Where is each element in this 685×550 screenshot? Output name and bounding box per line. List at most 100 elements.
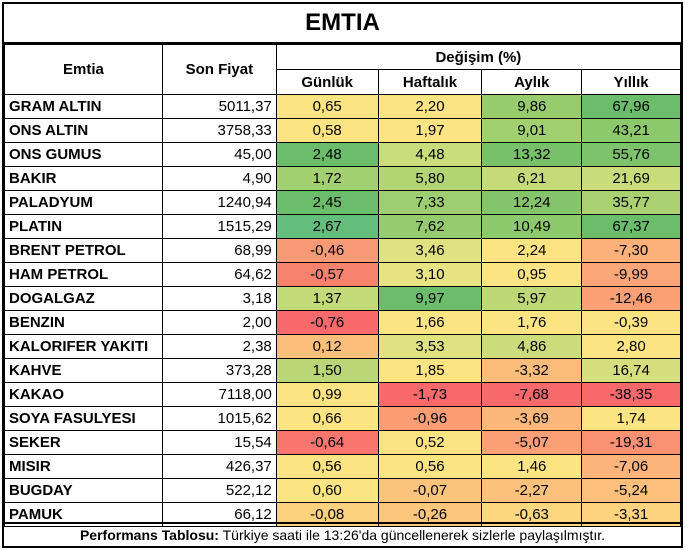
monthly-change: 2,24 xyxy=(481,238,583,263)
table-row: KALORIFER YAKITI 2,38 0,12 3,53 4,86 2,80 xyxy=(4,334,681,359)
column-header-degisim: Değişim (%) xyxy=(275,44,682,70)
footer-text: Türkiye saati ile 13:26'da güncellenerek… xyxy=(218,527,606,543)
weekly-change: 3,53 xyxy=(377,334,483,359)
last-price: 4,90 xyxy=(161,166,277,191)
daily-change: 0,99 xyxy=(275,382,379,407)
weekly-change: 3,46 xyxy=(377,238,483,263)
yearly-change: 67,96 xyxy=(581,94,681,119)
table-row: SEKER 15,54 -0,64 0,52 -5,07 -19,31 xyxy=(4,430,681,455)
table-row: BRENT PETROL 68,99 -0,46 3,46 2,24 -7,30 xyxy=(4,238,681,263)
weekly-change: 1,66 xyxy=(377,310,483,335)
last-price: 1240,94 xyxy=(161,190,277,215)
yearly-change: 16,74 xyxy=(581,358,681,383)
daily-change: 0,65 xyxy=(275,94,379,119)
table-body: GRAM ALTIN 5011,37 0,65 2,20 9,86 67,96 ONS AL… xyxy=(4,94,681,527)
commodity-name: BRENT PETROL xyxy=(4,238,163,263)
last-price: 68,99 xyxy=(161,238,277,263)
yearly-change: -38,35 xyxy=(581,382,681,407)
table-row: PLATIN 1515,29 2,67 7,62 10,49 67,37 xyxy=(4,214,681,239)
monthly-change: -5,07 xyxy=(481,430,583,455)
daily-change: 0,66 xyxy=(275,406,379,431)
monthly-change: -3,32 xyxy=(481,358,583,383)
yearly-change: 1,74 xyxy=(581,406,681,431)
table-row: ONS GUMUS 45,00 2,48 4,48 13,32 55,76 xyxy=(4,142,681,167)
daily-change: 0,58 xyxy=(275,118,379,143)
last-price: 1015,62 xyxy=(161,406,277,431)
last-price: 5011,37 xyxy=(161,94,277,119)
commodity-name: BUGDAY xyxy=(4,478,163,503)
yearly-change: -0,39 xyxy=(581,310,681,335)
last-price: 3758,33 xyxy=(161,118,277,143)
weekly-change: 7,33 xyxy=(377,190,483,215)
last-price: 373,28 xyxy=(161,358,277,383)
daily-change: -0,76 xyxy=(275,310,379,335)
weekly-change: 4,48 xyxy=(377,142,483,167)
yearly-change: 21,69 xyxy=(581,166,681,191)
monthly-change: 12,24 xyxy=(481,190,583,215)
weekly-change: -0,07 xyxy=(377,478,483,503)
commodity-name: PALADYUM xyxy=(4,190,163,215)
page-title: EMTIA xyxy=(4,4,681,44)
table-row: KAKAO 7118,00 0,99 -1,73 -7,68 -38,35 xyxy=(4,382,681,407)
daily-change: 1,50 xyxy=(275,358,379,383)
monthly-change: -7,68 xyxy=(481,382,583,407)
daily-change: 2,48 xyxy=(275,142,379,167)
daily-change: 1,72 xyxy=(275,166,379,191)
yearly-change: 2,80 xyxy=(581,334,681,359)
table-row: KAHVE 373,28 1,50 1,85 -3,32 16,74 xyxy=(4,358,681,383)
table-row: BUGDAY 522,12 0,60 -0,07 -2,27 -5,24 xyxy=(4,478,681,503)
weekly-change: 2,20 xyxy=(377,94,483,119)
column-header-yillik: Yıllık xyxy=(581,69,681,95)
daily-change: 1,37 xyxy=(275,286,379,311)
daily-change: -0,64 xyxy=(275,430,379,455)
last-price: 1515,29 xyxy=(161,214,277,239)
monthly-change: 9,01 xyxy=(481,118,583,143)
monthly-change: 5,97 xyxy=(481,286,583,311)
footer-note: Performans Tablosu: Türkiye saati ile 13… xyxy=(4,522,681,546)
monthly-change: 1,76 xyxy=(481,310,583,335)
footer-label: Performans Tablosu: xyxy=(79,527,219,543)
column-header-haftalik: Haftalık xyxy=(377,69,483,95)
monthly-change: 13,32 xyxy=(481,142,583,167)
last-price: 3,18 xyxy=(161,286,277,311)
weekly-change: 7,62 xyxy=(377,214,483,239)
daily-change: 0,12 xyxy=(275,334,379,359)
commodity-name: HAM PETROL xyxy=(4,262,163,287)
commodity-name: BAKIR xyxy=(4,166,163,191)
yearly-change: 55,76 xyxy=(581,142,681,167)
yearly-change: -12,46 xyxy=(581,286,681,311)
monthly-change: 9,86 xyxy=(481,94,583,119)
commodity-name: SOYA FASULYESI xyxy=(4,406,163,431)
weekly-change: 3,10 xyxy=(377,262,483,287)
table-row: BENZIN 2,00 -0,76 1,66 1,76 -0,39 xyxy=(4,310,681,335)
monthly-change: 10,49 xyxy=(481,214,583,239)
column-header-emtia: Emtia xyxy=(4,44,163,95)
weekly-change: 1,85 xyxy=(377,358,483,383)
daily-change: -0,46 xyxy=(275,238,379,263)
yearly-change: -7,06 xyxy=(581,454,681,479)
commodity-name: MISIR xyxy=(4,454,163,479)
commodity-name: ONS GUMUS xyxy=(4,142,163,167)
weekly-change: 0,56 xyxy=(377,454,483,479)
weekly-change: 9,97 xyxy=(377,286,483,311)
commodity-name: SEKER xyxy=(4,430,163,455)
monthly-change: 6,21 xyxy=(481,166,583,191)
commodity-name: DOGALGAZ xyxy=(4,286,163,311)
monthly-change: 1,46 xyxy=(481,454,583,479)
weekly-change: -1,73 xyxy=(377,382,483,407)
last-price: 45,00 xyxy=(161,142,277,167)
table-row: MISIR 426,37 0,56 0,56 1,46 -7,06 xyxy=(4,454,681,479)
weekly-change: -0,96 xyxy=(377,406,483,431)
weekly-change: 0,52 xyxy=(377,430,483,455)
commodity-name: KAHVE xyxy=(4,358,163,383)
table-row: ONS ALTIN 3758,33 0,58 1,97 9,01 43,21 xyxy=(4,118,681,143)
weekly-change: 5,80 xyxy=(377,166,483,191)
daily-change: 0,56 xyxy=(275,454,379,479)
table-row: PALADYUM 1240,94 2,45 7,33 12,24 35,77 xyxy=(4,190,681,215)
last-price: 426,37 xyxy=(161,454,277,479)
yearly-change: 35,77 xyxy=(581,190,681,215)
monthly-change: 4,86 xyxy=(481,334,583,359)
last-price: 2,38 xyxy=(161,334,277,359)
yearly-change: -7,30 xyxy=(581,238,681,263)
